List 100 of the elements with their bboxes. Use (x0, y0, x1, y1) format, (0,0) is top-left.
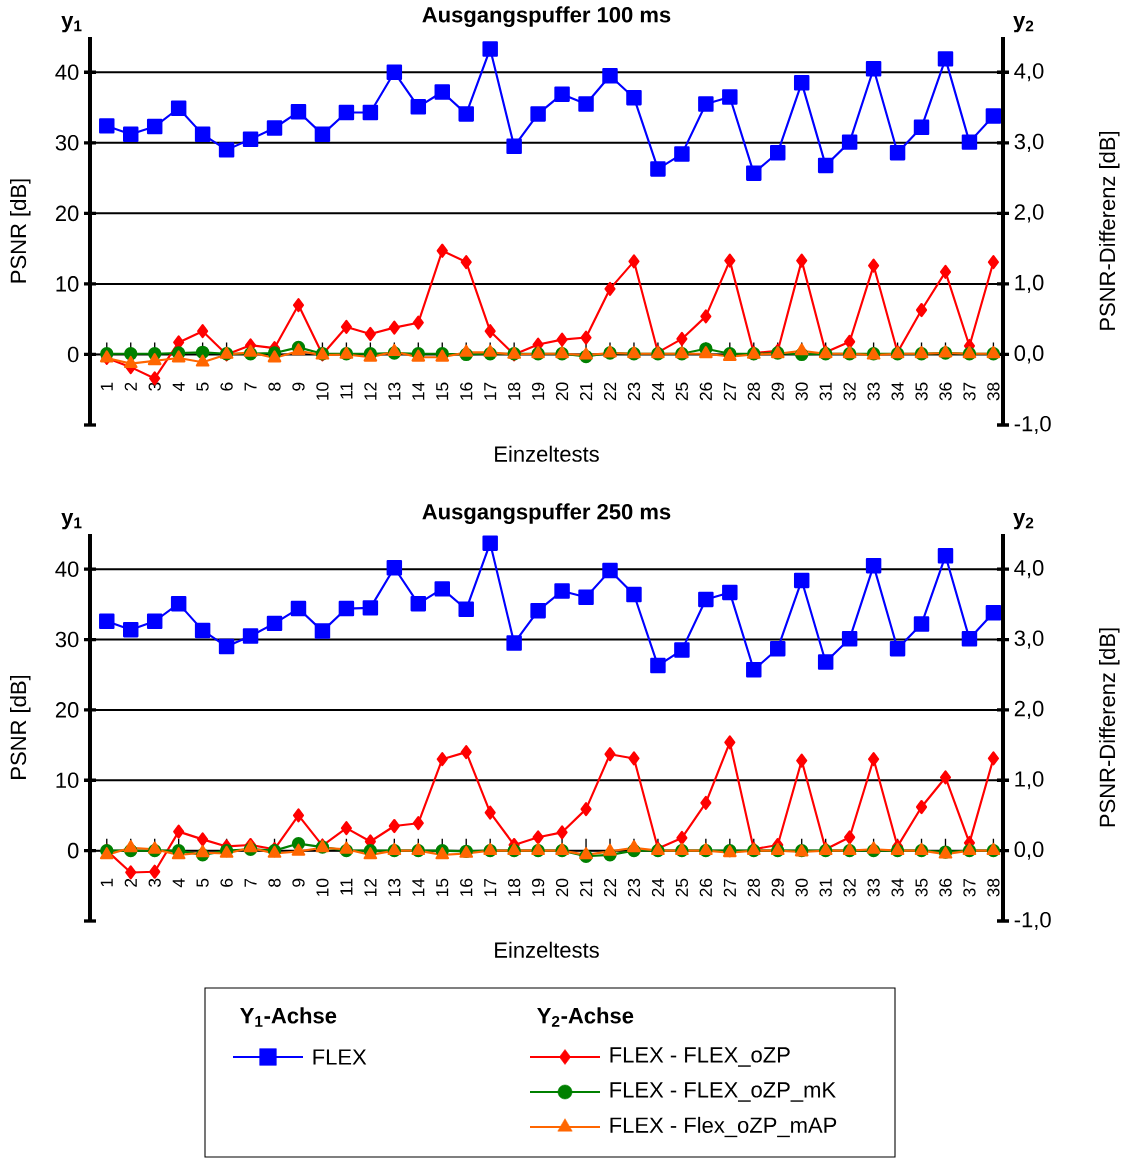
x-tick-label: 24 (651, 382, 664, 401)
text: y$_{1}$ (61, 513, 82, 530)
text: Y$_{2}$-Achse (537, 1007, 634, 1027)
x-tick-label: 14 (412, 382, 425, 400)
x-tick-label: 23 (627, 878, 641, 897)
x-tick-label: 20 (555, 878, 569, 897)
x-tick-label: 14 (412, 878, 425, 896)
y2-tick-label: 0,0 (1014, 345, 1044, 364)
text: y$_{1}$ (61, 16, 82, 33)
y-axis-title: PSNR [dB] (10, 179, 31, 283)
x-tick-label: 32 (843, 382, 856, 401)
y2-tick-label: 3,0 (1014, 133, 1044, 152)
x-tick-label: 10 (316, 878, 329, 896)
x-tick-label: 4 (172, 382, 185, 392)
x-tick-label: 6 (220, 878, 233, 887)
x-tick-label: 9 (292, 382, 305, 391)
x-tick-label: 27 (723, 878, 736, 897)
y-tick-label: 0 (67, 346, 79, 363)
x-tick-label: 22 (603, 878, 617, 897)
x-tick-label: 22 (603, 382, 617, 401)
y-tick-label: 20 (55, 702, 79, 718)
x-tick-label: 38 (987, 382, 1000, 401)
x-tick-label: 3 (148, 878, 161, 887)
x-tick-label: 16 (460, 382, 473, 400)
x-tick-label: 13 (388, 382, 401, 400)
y-tick-label: 20 (55, 205, 79, 222)
x-tick-label: 13 (388, 878, 401, 896)
x-tick-label: 37 (963, 878, 976, 897)
x-tick-label: 17 (484, 878, 497, 896)
x-tick-label: 24 (651, 878, 664, 897)
text: y$_{2}$ (1013, 16, 1034, 33)
x-tick-label: 21 (579, 878, 593, 897)
x-tick-label: 16 (460, 878, 473, 896)
x-tick-label: 37 (963, 382, 976, 401)
x-tick-label: 3 (148, 382, 161, 391)
x-tick-label: 18 (508, 878, 521, 896)
x-tick-label: 35 (915, 382, 928, 401)
x-tick-label: 12 (364, 382, 377, 400)
x-tick-label: 19 (531, 382, 545, 400)
x-tick-label: 28 (747, 382, 760, 401)
y-tick-label: 30 (55, 135, 79, 151)
y2-tick-label: 2,0 (1014, 204, 1044, 223)
x-tick-label: 15 (436, 878, 449, 896)
x-tick-label: 20 (555, 382, 569, 401)
y-tick-label: 10 (56, 276, 79, 292)
x-tick-label: 9 (292, 878, 305, 887)
chart-title: Ausgangspuffer 250 ms (422, 503, 671, 524)
x-tick-label: 19 (531, 878, 545, 896)
x-tick-label: 7 (244, 878, 257, 887)
x-tick-label: 11 (340, 878, 353, 895)
x-tick-label: 8 (268, 878, 281, 887)
x-tick-label: 5 (196, 382, 209, 391)
y2-tick-label: -1,0 (1014, 911, 1051, 931)
x-tick-label: 2 (124, 878, 137, 887)
text: Y$_{1}$-Achse (240, 1007, 337, 1027)
legend-label: FLEX - Flex_oZP_mAP (610, 1116, 837, 1138)
x-tick-label: 32 (843, 878, 856, 897)
y2-tick-label: 2,0 (1014, 700, 1044, 719)
x-tick-label: 26 (699, 878, 712, 897)
x-axis-title: Einzeltests (495, 941, 599, 958)
x-tick-label: 31 (819, 878, 832, 897)
legend-label: FLEX - FLEX_oZP_mK (610, 1082, 836, 1102)
x-tick-label: 38 (987, 878, 1000, 897)
y2-tick-label: 3,0 (1014, 630, 1044, 649)
x-tick-label: 10 (316, 382, 329, 400)
x-axis-title: Einzeltests (495, 445, 599, 462)
x-tick-label: 17 (484, 382, 497, 400)
x-tick-label: 23 (627, 382, 641, 401)
x-tick-label: 29 (771, 382, 784, 401)
x-tick-label: 34 (891, 382, 904, 401)
x-tick-label: 11 (340, 382, 353, 399)
x-tick-label: 29 (771, 878, 784, 897)
x-tick-label: 33 (867, 878, 880, 897)
x-tick-label: 28 (747, 878, 760, 897)
x-tick-label: 36 (939, 382, 952, 401)
x-tick-label: 1 (100, 382, 113, 391)
y2-tick-label: -1,0 (1014, 415, 1051, 435)
x-tick-label: 30 (795, 382, 808, 401)
x-tick-label: 34 (891, 878, 904, 897)
y-tick-label: 30 (55, 631, 79, 648)
x-tick-label: 27 (723, 382, 736, 401)
x-tick-label: 1 (100, 878, 113, 887)
x-tick-label: 4 (172, 878, 185, 888)
y2-axis-title: PSNR-Differenz [dB] (1099, 628, 1120, 827)
legend-label: FLEX - FLEX_oZP (610, 1047, 790, 1067)
x-tick-label: 5 (196, 878, 209, 887)
x-tick-label: 33 (867, 382, 880, 401)
chart-title: Ausgangspuffer 100 ms (422, 6, 671, 27)
x-tick-label: 26 (699, 382, 712, 401)
x-tick-label: 36 (939, 878, 952, 897)
y2-axis-title: PSNR-Differenz [dB] (1099, 131, 1120, 330)
y-tick-label: 40 (55, 64, 79, 81)
x-tick-label: 21 (579, 382, 593, 401)
x-tick-label: 2 (124, 382, 137, 391)
x-tick-label: 12 (364, 878, 377, 896)
x-tick-label: 6 (220, 382, 233, 391)
y-axis-title: PSNR [dB] (10, 675, 31, 779)
text: y$_{2}$ (1013, 513, 1034, 530)
x-tick-label: 31 (819, 382, 832, 401)
x-tick-label: 8 (268, 382, 281, 391)
